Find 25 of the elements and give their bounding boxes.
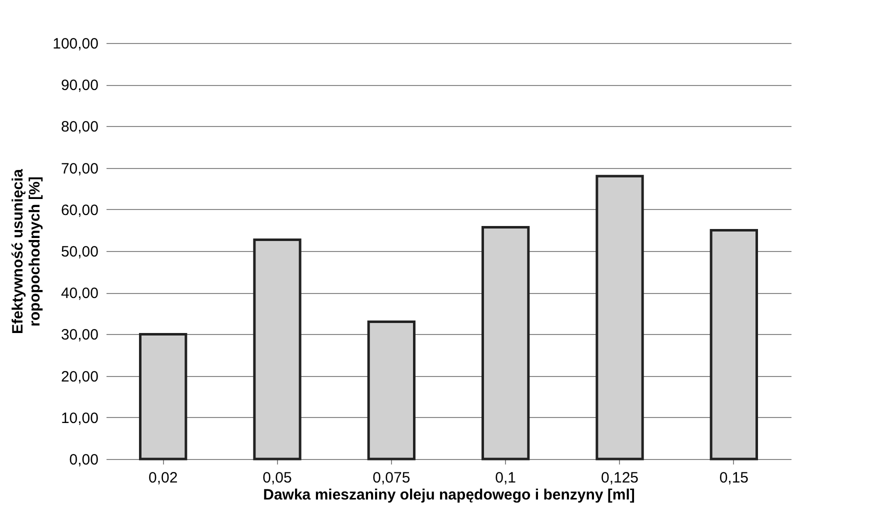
y-tick-label: 20,00 (60, 368, 98, 386)
y-tick-label: 50,00 (60, 244, 98, 260)
y-tick-label: 10,00 (60, 410, 98, 427)
y-tick-label: 0,00 (69, 452, 98, 468)
x-tick-label: 0,05 (262, 470, 292, 486)
bar (367, 320, 416, 460)
bar (253, 238, 302, 460)
x-tick-label: 0,125 (600, 470, 639, 486)
bar (139, 332, 188, 460)
x-tick-label: 0,075 (372, 470, 410, 486)
bar (710, 228, 758, 460)
x-tick-label: 0,1 (495, 470, 516, 486)
x-tick-label: 0,15 (719, 470, 749, 486)
y-tick-label: 30,00 (60, 326, 98, 344)
y-tick-label: 100,00 (52, 36, 98, 52)
y-tick-label: 70,00 (60, 160, 98, 178)
y-tick-label: 40,00 (60, 285, 98, 302)
bar (596, 174, 644, 460)
y-tick-label: 80,00 (60, 118, 98, 136)
y-tick-label: 90,00 (60, 77, 98, 94)
bar (482, 226, 530, 460)
x-tick-label: 0,02 (148, 470, 178, 486)
x-axis-title: Dawka mieszaniny oleju napędowego i benzyny [ml] (263, 486, 635, 504)
y-axis-title: Efektywność usunięcia ropopochodnych [%] (10, 168, 44, 334)
y-tick-label: 60,00 (60, 202, 98, 219)
